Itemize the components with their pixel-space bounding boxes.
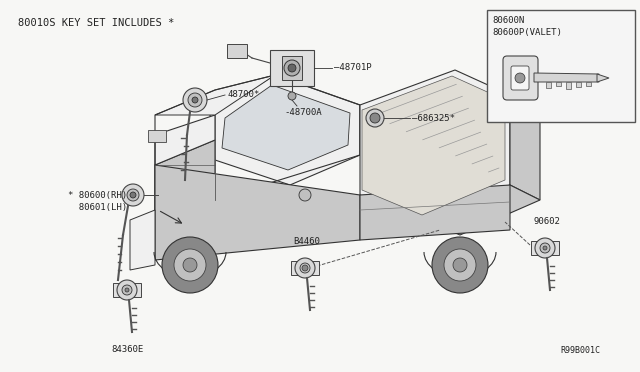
Text: 80601(LH): 80601(LH) [68,202,127,212]
Polygon shape [222,85,350,170]
Polygon shape [210,75,360,185]
Bar [531,241,559,255]
Circle shape [117,280,137,300]
Circle shape [125,288,129,292]
Circle shape [122,184,144,206]
Polygon shape [597,74,609,82]
FancyBboxPatch shape [503,56,538,100]
Polygon shape [155,115,215,165]
Text: 84360E: 84360E [111,345,143,354]
Circle shape [284,60,300,76]
Polygon shape [362,76,505,215]
Circle shape [300,263,310,273]
Bar [148,130,166,142]
Polygon shape [155,140,215,220]
Circle shape [183,258,197,272]
Circle shape [288,64,296,72]
Circle shape [127,189,139,201]
Bar [113,283,141,297]
Bar [270,50,314,86]
Polygon shape [510,95,540,200]
Text: —48701P: —48701P [334,63,372,72]
Circle shape [295,258,315,278]
Bar [227,44,247,58]
Bar [556,82,561,86]
Circle shape [183,88,207,112]
Text: B4460: B4460 [293,237,320,246]
Polygon shape [130,210,155,270]
Text: 90602: 90602 [533,217,560,226]
Circle shape [288,92,296,100]
Text: —686325*: —686325* [412,114,455,123]
Circle shape [162,237,218,293]
Polygon shape [360,70,510,220]
Circle shape [299,189,311,201]
Bar [586,82,591,86]
Polygon shape [534,73,599,82]
Text: R99B001C: R99B001C [560,346,600,355]
Text: 80600P(VALET): 80600P(VALET) [492,28,562,37]
Polygon shape [360,185,510,240]
Circle shape [444,249,476,281]
Circle shape [432,237,488,293]
Text: 80010S KEY SET INCLUDES *: 80010S KEY SET INCLUDES * [18,18,174,28]
Text: 48700*: 48700* [227,90,259,99]
FancyBboxPatch shape [511,66,529,90]
Bar [282,56,302,80]
Polygon shape [155,75,275,115]
Circle shape [453,258,467,272]
Text: 80600N: 80600N [492,16,524,25]
Polygon shape [155,165,360,260]
Circle shape [188,93,202,107]
Circle shape [515,73,525,83]
Text: -48700A: -48700A [284,108,322,117]
Circle shape [370,113,380,123]
Circle shape [122,285,132,295]
Text: * 80600(RH): * 80600(RH) [68,190,127,199]
Circle shape [302,265,308,271]
Circle shape [366,109,384,127]
Circle shape [535,238,555,258]
Bar [487,10,635,122]
Polygon shape [425,185,540,235]
Bar [291,261,319,275]
Bar [576,82,581,87]
Circle shape [130,192,136,198]
Circle shape [540,243,550,253]
Circle shape [543,246,547,250]
Circle shape [192,97,198,103]
Bar [546,82,551,88]
Circle shape [174,249,206,281]
Bar [566,82,571,89]
